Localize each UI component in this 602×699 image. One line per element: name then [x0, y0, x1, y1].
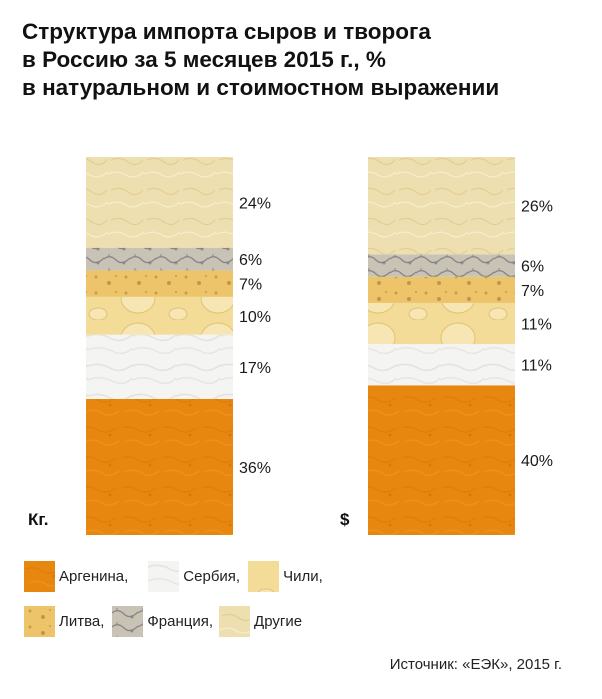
chart-title: Структура импорта сыров и творога в Росс… [22, 18, 582, 102]
data-label-france-kg: 6% [239, 252, 262, 269]
legend-label-serbia: Сербия, [183, 568, 241, 585]
legend-swatch-argentina [24, 561, 55, 592]
data-label-other-usd: 26% [521, 199, 553, 216]
legend-swatch-lithuania [24, 606, 55, 637]
legend-swatch-serbia [148, 561, 180, 592]
bar-segment-chile-kg [86, 296, 233, 335]
legend-row-2: Литва, Франция, Другие [24, 606, 308, 637]
data-label-serbia-usd: 11% [521, 358, 552, 375]
data-label-chile-usd: 11% [521, 317, 552, 334]
category-label-kg: Кг. [28, 510, 48, 529]
legend-label-lithuania: Литва, [59, 613, 105, 630]
category-label-usd: $ [340, 510, 350, 529]
data-label-lithuania-usd: 7% [521, 283, 544, 300]
data-label-chile-kg: 10% [239, 309, 271, 326]
bar-segment-other-kg [86, 157, 233, 248]
bar-segment-serbia-usd [368, 344, 515, 386]
legend-item-chile: Чили, [248, 561, 323, 592]
legend-label-other: Другие [254, 613, 303, 630]
legend-label-chile: Чили, [283, 568, 323, 585]
title-line-1: Структура импорта сыров и творога [22, 19, 431, 44]
bar-segment-other-usd [368, 157, 515, 255]
bar-segment-serbia-kg [86, 334, 233, 399]
bar-segment-france-kg [86, 247, 233, 271]
legend-label-france: Франция, [147, 613, 214, 630]
source-note: Источник: «ЕЭК», 2015 г. [389, 656, 562, 673]
data-label-other-kg: 24% [239, 195, 271, 212]
bar-segment-lithuania-usd [368, 276, 515, 303]
legend-swatch-other [219, 606, 251, 637]
data-label-serbia-kg: 17% [239, 360, 271, 377]
bar-segment-argentina-kg [86, 398, 233, 535]
data-label-france-usd: 6% [521, 259, 544, 276]
bar-segment-france-usd [368, 254, 515, 277]
bar-segment-lithuania-kg [86, 270, 233, 297]
legend-item-serbia: Сербия, [148, 561, 240, 592]
legend-row-1: Аргенина, Сербия, Чили, [24, 561, 329, 592]
legend-item-lithuania: Литва, [24, 606, 104, 637]
data-label-argentina-usd: 40% [521, 453, 553, 470]
legend-swatch-france [112, 606, 144, 637]
legend-swatch-chile [248, 561, 280, 592]
stacked-bar-chart: 36% 17% 10% 7% 6% 24% 40% 11% 11% 7% 6% 26% Кг. $ [28, 157, 553, 535]
title-line-2: в Россию за 5 месяцев 2015 г., % [22, 47, 386, 72]
data-label-argentina-kg: 36% [239, 460, 271, 477]
legend-label-argentina: Аргенина, [59, 568, 129, 585]
data-label-lithuania-kg: 7% [239, 277, 262, 294]
legend-item-argentina: Аргенина, [24, 561, 128, 592]
title-line-3: в натуральном и стоимостном выражении [22, 75, 500, 100]
bar-segment-chile-usd [368, 302, 515, 345]
legend-item-other: Другие [219, 606, 302, 637]
bar-segment-argentina-usd [368, 385, 515, 535]
legend-item-france: Франция, [112, 606, 213, 637]
